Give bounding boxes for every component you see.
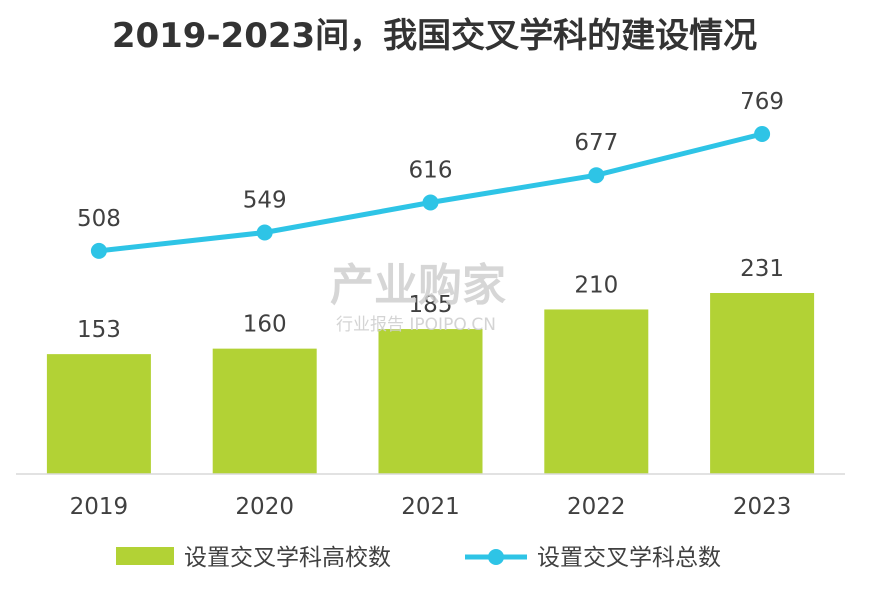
legend-line-label: 设置交叉学科总数 [537, 545, 721, 571]
line-label-2022: 677 [574, 130, 618, 156]
watermark-brand: 产业购家 [330, 260, 506, 311]
bar-labels-layer: 153 160 185 210 231 [77, 256, 784, 343]
bar-label-2019: 153 [77, 317, 121, 343]
line-labels-layer: 508 549 616 677 769 [77, 89, 784, 232]
bar-label-2021: 185 [409, 292, 453, 318]
legend: 设置交叉学科高校数 设置交叉学科总数 [116, 545, 721, 571]
line-point-2021 [422, 194, 439, 211]
watermark: 产业购家 行业报告 IPOIPO.CN [330, 260, 506, 335]
line-label-2021: 616 [409, 157, 453, 183]
x-tick-2020: 2020 [235, 494, 294, 520]
bar-label-2023: 231 [740, 256, 784, 282]
x-tick-2023: 2023 [733, 494, 792, 520]
watermark-tagline: 行业报告 IPOIPO.CN [336, 315, 496, 335]
x-tick-2021: 2021 [401, 494, 460, 520]
line-point-2022 [588, 167, 605, 184]
bar-2019 [46, 354, 151, 474]
legend-line-marker [488, 549, 504, 565]
chart-title: 2019-2023间，我国交叉学科的建设情况 [111, 16, 758, 56]
line-point-2023 [754, 126, 771, 142]
line-point-2020 [256, 224, 273, 241]
bar-2020 [212, 348, 317, 474]
legend-bar-swatch [116, 547, 174, 565]
line-label-2019: 508 [77, 206, 121, 232]
bar-2023 [710, 293, 815, 474]
line-point-2019 [90, 242, 107, 259]
bar-label-2020: 160 [243, 312, 287, 338]
x-tick-2022: 2022 [567, 494, 626, 520]
bars-layer [46, 293, 815, 474]
bar-2021 [378, 329, 483, 474]
bar-label-2022: 210 [574, 272, 618, 298]
bar-2022 [544, 309, 649, 474]
x-tick-2019: 2019 [70, 494, 129, 520]
line-label-2020: 549 [243, 187, 287, 213]
x-tick-labels: 2019 2020 2021 2022 2023 [70, 494, 792, 520]
line-series-path [96, 131, 765, 254]
line-label-2023: 769 [740, 89, 784, 115]
line-series-layer [90, 126, 771, 259]
legend-bar-label: 设置交叉学科高校数 [184, 545, 391, 571]
